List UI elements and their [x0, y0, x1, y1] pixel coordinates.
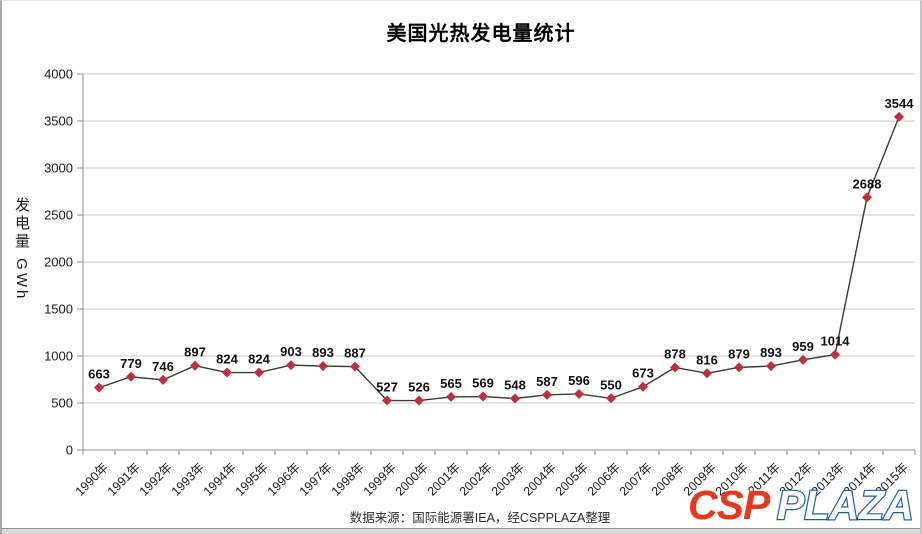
data-label: 565 [440, 376, 462, 391]
x-tick-label: 2001年 [425, 460, 463, 498]
x-tick-label: 1995年 [233, 460, 271, 498]
data-label: 824 [248, 352, 270, 367]
data-point [477, 391, 489, 402]
data-label: 816 [696, 352, 718, 367]
data-point [701, 368, 713, 379]
data-label: 887 [344, 346, 366, 361]
data-label: 526 [408, 380, 430, 395]
series-line [98, 116, 900, 402]
data-point [93, 382, 105, 393]
x-tick-label: 2004年 [521, 460, 559, 498]
data-point [253, 367, 265, 378]
y-tick-label: 2500 [44, 208, 73, 223]
data-label: 893 [760, 345, 782, 360]
data-point [509, 393, 521, 404]
y-tick-label: 2000 [44, 255, 73, 270]
data-label: 879 [728, 346, 750, 361]
data-point [349, 361, 361, 372]
logo-text-plaza: PLAZA [777, 482, 914, 528]
data-label: 746 [152, 359, 174, 374]
data-point [733, 362, 745, 373]
data-label: 569 [472, 376, 494, 391]
data-label: 663 [88, 367, 110, 382]
data-point [189, 360, 201, 371]
x-tick-label: 2002年 [457, 460, 495, 498]
data-label: 550 [600, 377, 622, 392]
data-point [605, 393, 617, 404]
x-tick-label: 2000年 [393, 460, 431, 498]
y-tick-label: 0 [66, 443, 73, 458]
y-tick-label: 3000 [44, 161, 73, 176]
data-label: 3544 [885, 96, 915, 111]
data-label: 548 [504, 377, 526, 392]
x-tick-label: 1993年 [169, 460, 207, 498]
data-point [669, 362, 681, 373]
data-point [797, 354, 809, 365]
x-tick-label: 2006年 [585, 460, 623, 498]
data-point [637, 381, 649, 392]
data-label: 587 [536, 374, 558, 389]
data-point [413, 395, 425, 406]
x-tick-label: 2005年 [553, 460, 591, 498]
data-label: 897 [184, 345, 206, 360]
y-tick-label: 1500 [44, 302, 73, 317]
y-tick-label: 3500 [44, 114, 73, 129]
x-tick-label: 1999年 [361, 460, 399, 498]
data-label: 903 [280, 344, 302, 359]
x-tick-label: 2003年 [489, 460, 527, 498]
y-tick-label: 4000 [44, 67, 73, 82]
x-tick-label: 1990年 [73, 460, 111, 498]
x-tick-label: 1992年 [137, 460, 175, 498]
y-tick-label: 500 [51, 396, 73, 411]
data-point [317, 361, 329, 372]
data-point [125, 371, 137, 382]
data-point [445, 391, 457, 402]
data-point [285, 360, 297, 371]
y-tick-label: 1000 [44, 349, 73, 364]
x-tick-label: 1991年 [105, 460, 143, 498]
data-label: 779 [120, 356, 142, 371]
data-point [893, 111, 905, 122]
data-point [829, 349, 841, 360]
data-label: 959 [792, 339, 814, 354]
logo-text-csp: CSP [688, 482, 771, 528]
x-tick-label: 1998年 [329, 460, 367, 498]
data-label: 2688 [853, 176, 882, 191]
x-tick-label: 2008年 [649, 460, 687, 498]
y-axis-title: 发电量 GWh [13, 197, 30, 302]
data-source-note: 数据来源：国际能源署IEA，经CSPPLAZA整理 [349, 511, 611, 525]
x-tick-label: 2007年 [617, 460, 655, 498]
x-tick-label: 1994年 [201, 460, 239, 498]
window-bottom-edge [2, 528, 920, 534]
data-label: 893 [312, 345, 334, 360]
data-label: 1014 [821, 334, 851, 349]
chart-title: 美国光热发电量统计 [386, 23, 576, 45]
data-point [573, 388, 585, 399]
x-tick-label: 1997年 [297, 460, 335, 498]
data-point [157, 374, 169, 385]
data-label: 824 [216, 352, 238, 367]
data-label: 673 [632, 366, 654, 381]
data-label: 596 [568, 373, 590, 388]
data-point [381, 395, 393, 406]
x-tick-label: 1996年 [265, 460, 303, 498]
data-point [861, 192, 873, 203]
data-label: 527 [376, 379, 398, 394]
data-point [765, 361, 777, 372]
data-label: 878 [664, 346, 686, 361]
data-point [541, 389, 553, 400]
data-point [221, 367, 233, 378]
cspplaza-logo: CSP PLAZA [688, 481, 915, 528]
